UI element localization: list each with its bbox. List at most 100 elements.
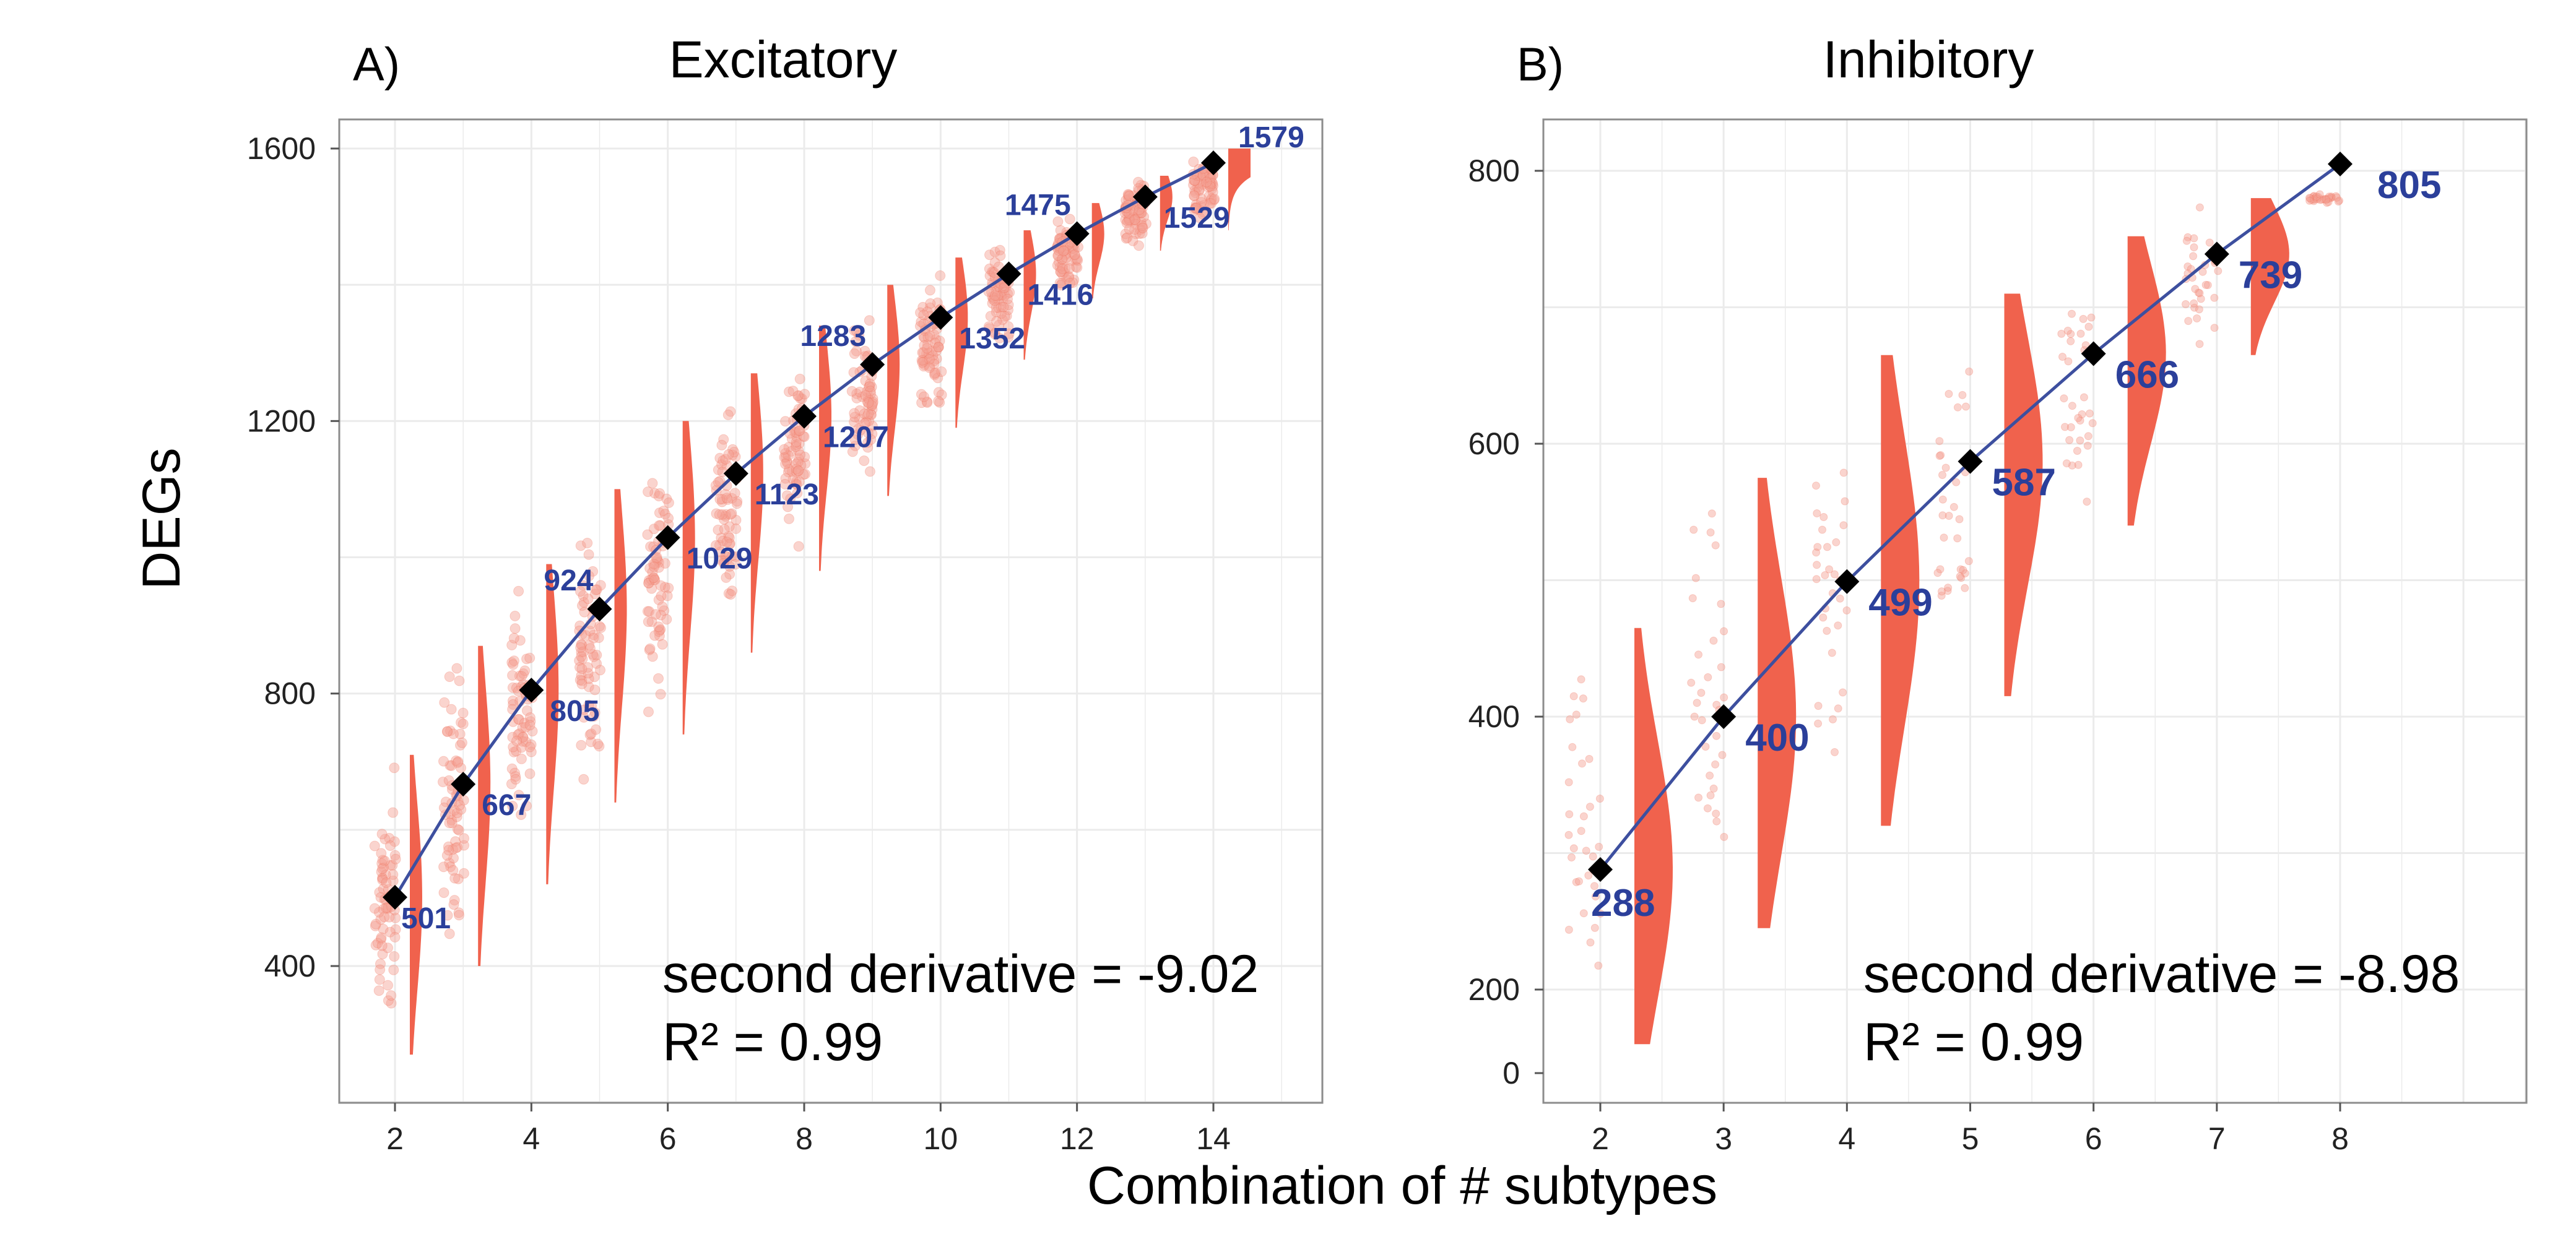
data-point (862, 442, 874, 453)
data-point (389, 850, 401, 861)
data-point (376, 858, 388, 869)
data-point (2305, 194, 2314, 202)
data-point (997, 290, 1008, 301)
data-point (2327, 194, 2336, 202)
panel-border (1542, 118, 2528, 1104)
data-point (449, 805, 460, 816)
data-point (1945, 512, 1953, 520)
data-point (663, 582, 674, 593)
data-point (446, 704, 457, 715)
data-point (991, 302, 1002, 313)
value-label: 1283 (800, 320, 866, 353)
data-point (1937, 592, 1946, 600)
data-point (917, 355, 929, 366)
data-point (1130, 228, 1142, 239)
data-point (458, 707, 469, 718)
x-tick-label: 2 (386, 1121, 404, 1156)
violin (1634, 628, 1673, 1045)
data-point (997, 295, 1008, 306)
data-point (458, 718, 469, 730)
data-point (1189, 175, 1200, 186)
data-point (2066, 423, 2075, 431)
data-point (999, 311, 1010, 322)
data-point (1137, 222, 1148, 233)
data-point (867, 428, 878, 439)
data-point (1691, 574, 1700, 582)
data-point (1814, 702, 1823, 710)
data-point (1812, 548, 1821, 557)
data-point (520, 736, 531, 748)
data-point (644, 575, 654, 586)
data-point (383, 943, 393, 954)
data-point (1819, 613, 1828, 622)
data-point (723, 449, 734, 460)
data-point (1585, 754, 1594, 763)
data-point (854, 330, 864, 341)
data-point (514, 728, 525, 740)
violin (614, 489, 627, 803)
data-point (595, 665, 605, 676)
data-point (1964, 557, 1973, 566)
data-point (731, 523, 742, 534)
violin (1160, 176, 1173, 251)
data-point (390, 924, 401, 935)
data-point (1813, 509, 1821, 517)
data-point (508, 746, 519, 757)
data-point (2210, 293, 2219, 302)
data-point (439, 697, 450, 708)
data-point (370, 918, 381, 930)
data-point (1123, 189, 1134, 201)
violin (410, 754, 422, 1055)
data-point (721, 493, 732, 504)
value-label: 739 (2239, 254, 2302, 297)
data-point (1693, 699, 1701, 707)
data-point (867, 397, 878, 407)
data-point (1124, 214, 1135, 225)
data-point (1720, 627, 1728, 636)
data-point (863, 428, 874, 439)
data-point (929, 337, 940, 348)
data-point (578, 590, 589, 601)
data-point (1955, 515, 1964, 524)
y-axis-title: DEGs (132, 447, 191, 589)
data-point (1579, 812, 1588, 821)
data-point (526, 739, 537, 750)
data-point (375, 934, 386, 945)
data-point (794, 426, 805, 437)
data-point (933, 387, 944, 398)
data-point (1575, 877, 1583, 886)
data-point (1190, 199, 1202, 210)
data-point (2333, 193, 2341, 202)
data-point (2323, 195, 2331, 204)
data-point (994, 244, 1005, 256)
violin (1091, 203, 1104, 299)
data-point (791, 464, 802, 475)
data-point (592, 738, 604, 749)
data-point (782, 457, 793, 468)
data-point (1195, 201, 1207, 212)
data-point (862, 410, 873, 421)
data-point (998, 284, 1008, 295)
data-point (721, 537, 732, 548)
data-point (1129, 214, 1140, 225)
data-point (1072, 262, 1083, 273)
data-point (2085, 409, 2094, 418)
data-point (653, 562, 664, 573)
data-point (1195, 193, 1207, 204)
data-point (1938, 471, 1946, 479)
data-point (449, 873, 461, 884)
x-tick-label: 14 (1196, 1121, 1231, 1156)
data-point (446, 818, 458, 829)
data-point (376, 829, 388, 840)
panel-title: Inhibitory (1823, 30, 2034, 88)
data-point (918, 331, 929, 342)
axis-ticks: 2 4 6 8 10 12 14 400 800 1200 1600 (247, 131, 1231, 1156)
data-point (389, 762, 400, 774)
data-point (997, 314, 1008, 326)
data-point (1687, 678, 1696, 687)
mean-marker (1201, 150, 1226, 176)
data-point (593, 632, 604, 643)
data-point (794, 373, 805, 384)
data-point (1596, 909, 1605, 918)
axis-ticks: 2 3 4 5 6 7 8 0 200 400 600 800 (1468, 153, 2349, 1156)
